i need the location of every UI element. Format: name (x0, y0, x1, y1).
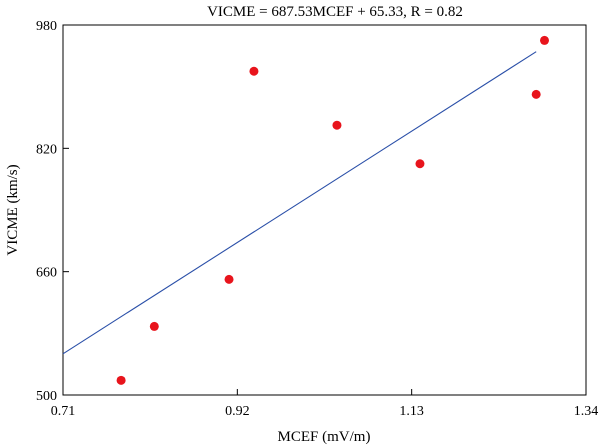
data-point (149, 321, 159, 331)
data-point (224, 274, 234, 284)
x-tick-label: 0.92 (225, 404, 250, 419)
chart-title: VICME = 687.53MCEF + 65.33, R = 0.82 (207, 4, 463, 20)
x-tick-label: 1.34 (574, 404, 599, 419)
x-tick-label: 1.13 (399, 404, 424, 419)
data-point (415, 159, 425, 169)
data-point (539, 35, 549, 45)
y-tick-label: 500 (36, 389, 57, 404)
plot-frame (62, 24, 587, 396)
y-tick-label: 820 (36, 142, 57, 157)
data-point (332, 120, 342, 130)
data-points (116, 35, 549, 385)
y-tick-label: 980 (36, 19, 57, 34)
data-point (116, 375, 126, 385)
x-tick-label: 0.71 (51, 404, 76, 419)
x-axis: 0.71 0.92 1.13 1.34 (51, 389, 599, 419)
data-point (249, 66, 259, 76)
y-tick-label: 660 (36, 266, 57, 281)
data-point (531, 89, 541, 99)
y-axis-label: VICME (km/s) (5, 164, 21, 255)
y-axis: 500 660 820 980 (36, 19, 69, 404)
x-axis-label: MCEF (mV/m) (278, 429, 371, 445)
regression-line (62, 51, 537, 355)
